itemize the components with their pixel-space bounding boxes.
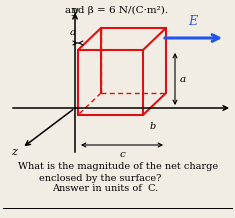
Text: Answer in units of  C.: Answer in units of C. [52, 184, 158, 193]
Text: b: b [150, 122, 156, 131]
Text: and β = 6 N/(C·m²).: and β = 6 N/(C·m²). [65, 6, 168, 15]
Text: E: E [188, 15, 198, 28]
Text: a: a [180, 75, 186, 83]
Text: c: c [119, 150, 125, 159]
Text: z: z [11, 147, 17, 157]
Text: a: a [70, 28, 76, 37]
Text: y: y [72, 6, 78, 16]
Text: enclosed by the surface?: enclosed by the surface? [39, 174, 161, 183]
Text: What is the magnitude of the net charge: What is the magnitude of the net charge [18, 162, 218, 171]
